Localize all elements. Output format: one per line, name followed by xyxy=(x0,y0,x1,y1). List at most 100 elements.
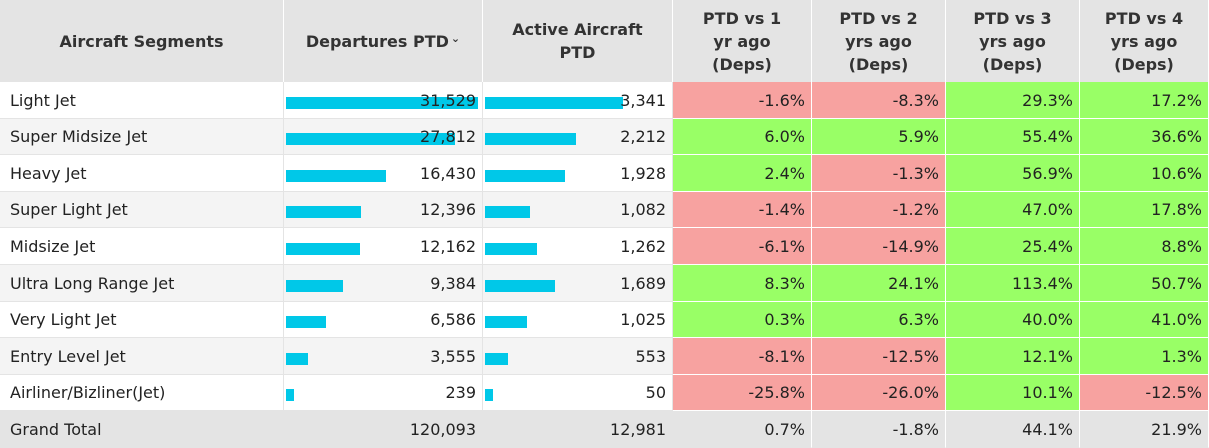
col-header-vs3[interactable]: PTD vs 3 yrs ago (Deps) xyxy=(946,0,1080,82)
col-header-vs2-line3: (Deps) xyxy=(848,54,909,74)
vs1-pct-cell[interactable]: -1.4% xyxy=(673,192,812,228)
col-header-departures[interactable]: Departures PTD ⌄ xyxy=(284,0,483,82)
table-row[interactable]: Airliner/Bizliner(Jet) 239 50 -25.8% -26.0% 1… xyxy=(0,375,1209,411)
active-aircraft-cell[interactable]: 3,341 xyxy=(483,82,673,119)
col-header-segments[interactable]: Aircraft Segments xyxy=(0,0,284,82)
col-header-vs4[interactable]: PTD vs 4 yrs ago (Deps) xyxy=(1080,0,1209,82)
vs4-pct-cell[interactable]: 17.8% xyxy=(1080,192,1209,228)
vs4-pct-cell[interactable]: 50.7% xyxy=(1080,265,1209,302)
vs1-pct-cell[interactable]: -8.1% xyxy=(673,338,812,375)
segment-cell[interactable]: Super Light Jet xyxy=(0,192,284,228)
vs2-pct-cell[interactable]: 5.9% xyxy=(812,119,946,155)
vs4-pct-cell[interactable]: 41.0% xyxy=(1080,302,1209,338)
vs1-pct-cell[interactable]: 6.0% xyxy=(673,119,812,155)
active-aircraft-cell[interactable]: 1,025 xyxy=(483,302,673,338)
active-aircraft-cell[interactable]: 1,262 xyxy=(483,228,673,265)
vs3-pct-cell[interactable]: 56.9% xyxy=(946,155,1080,192)
active-aircraft-cell[interactable]: 50 xyxy=(483,375,673,411)
vs1-pct-cell[interactable]: 8.3% xyxy=(673,265,812,302)
departures-cell[interactable]: 27,812 xyxy=(284,119,483,155)
table-row[interactable]: Ultra Long Range Jet 9,384 1,689 8.3% 24.1% 1… xyxy=(0,265,1209,302)
vs4-pct-cell[interactable]: -12.5% xyxy=(1080,375,1209,411)
vs2-pct-cell[interactable]: -26.0% xyxy=(812,375,946,411)
active-aircraft-value: 1,928 xyxy=(620,163,666,183)
active-aircraft-cell[interactable]: 1,082 xyxy=(483,192,673,228)
table-row[interactable]: Super Light Jet 12,396 1,082 -1.4% -1.2% 47.0… xyxy=(0,192,1209,228)
col-header-vs2[interactable]: PTD vs 2 yrs ago (Deps) xyxy=(812,0,946,82)
col-header-vs2-line2: yrs ago xyxy=(845,31,912,51)
col-header-vs1[interactable]: PTD vs 1 yr ago (Deps) xyxy=(673,0,812,82)
vs3-pct-cell[interactable]: 47.0% xyxy=(946,192,1080,228)
active-aircraft-cell[interactable]: 553 xyxy=(483,338,673,375)
departures-cell[interactable]: 9,384 xyxy=(284,265,483,302)
col-header-vs1-line3: (Deps) xyxy=(712,54,772,74)
vs1-pct-cell[interactable]: -25.8% xyxy=(673,375,812,411)
vs3-pct-cell[interactable]: 40.0% xyxy=(946,302,1080,338)
vs1-pct-cell[interactable]: 0.3% xyxy=(673,302,812,338)
departures-cell[interactable]: 3,555 xyxy=(284,338,483,375)
active-aircraft-bar xyxy=(485,133,576,145)
vs3-pct-cell[interactable]: 29.3% xyxy=(946,82,1080,119)
vs3-pct-cell[interactable]: 12.1% xyxy=(946,338,1080,375)
segment-label: Airliner/Bizliner(Jet) xyxy=(10,383,166,402)
table-row[interactable]: Heavy Jet 16,430 1,928 2.4% -1.3% 56.9% 10.6% xyxy=(0,155,1209,192)
active-aircraft-cell[interactable]: 1,928 xyxy=(483,155,673,192)
vs4-pct-cell[interactable]: 10.6% xyxy=(1080,155,1209,192)
departures-cell[interactable]: 6,586 xyxy=(284,302,483,338)
departures-cell[interactable]: 31,529 xyxy=(284,82,483,119)
vs2-pct-cell[interactable]: -1.3% xyxy=(812,155,946,192)
col-header-active-line2: PTD xyxy=(559,43,596,62)
vs2-pct-cell[interactable]: -12.5% xyxy=(812,338,946,375)
table-row[interactable]: Entry Level Jet 3,555 553 -8.1% -12.5% 12.1% 1… xyxy=(0,338,1209,375)
segment-cell[interactable]: Ultra Long Range Jet xyxy=(0,265,284,302)
vs2-pct-cell[interactable]: 6.3% xyxy=(812,302,946,338)
segment-cell[interactable]: Airliner/Bizliner(Jet) xyxy=(0,375,284,411)
vs2-pct-cell[interactable]: -1.2% xyxy=(812,192,946,228)
table-row[interactable]: Super Midsize Jet 27,812 2,212 6.0% 5.9% 55.4… xyxy=(0,119,1209,155)
departures-cell[interactable]: 12,396 xyxy=(284,192,483,228)
active-aircraft-cell[interactable]: 2,212 xyxy=(483,119,673,155)
vs2-pct-cell[interactable]: 24.1% xyxy=(812,265,946,302)
active-aircraft-cell[interactable]: 1,689 xyxy=(483,265,673,302)
vs3-pct-cell[interactable]: 55.4% xyxy=(946,119,1080,155)
vs4-pct-cell[interactable]: 17.2% xyxy=(1080,82,1209,119)
col-header-active[interactable]: Active Aircraft PTD xyxy=(483,0,673,82)
segment-cell[interactable]: Midsize Jet xyxy=(0,228,284,265)
segment-cell[interactable]: Heavy Jet xyxy=(0,155,284,192)
table-row[interactable]: Light Jet 31,529 3,341 -1.6% -8.3% 29.3% 17.2% xyxy=(0,82,1209,119)
segment-cell[interactable]: Entry Level Jet xyxy=(0,338,284,375)
table-row[interactable]: Midsize Jet 12,162 1,262 -6.1% -14.9% 25.4% 8.… xyxy=(0,228,1209,265)
vs1-pct-cell[interactable]: 2.4% xyxy=(673,155,812,192)
active-aircraft-bar xyxy=(485,280,555,292)
vs4-pct-cell[interactable]: 36.6% xyxy=(1080,119,1209,155)
grand-total-vs3: 44.1% xyxy=(946,411,1080,448)
vs2-pct-cell[interactable]: -14.9% xyxy=(812,228,946,265)
grand-total-vs4: 21.9% xyxy=(1080,411,1209,448)
vs2-pct-cell[interactable]: -8.3% xyxy=(812,82,946,119)
segment-cell[interactable]: Very Light Jet xyxy=(0,302,284,338)
active-aircraft-value: 553 xyxy=(635,346,666,366)
vs4-pct-cell[interactable]: 1.3% xyxy=(1080,338,1209,375)
grand-total-departures-cell: 120,093 xyxy=(284,411,483,448)
col-header-vs3-line3: (Deps) xyxy=(982,54,1043,74)
vs3-pct-cell[interactable]: 10.1% xyxy=(946,375,1080,411)
departures-cell[interactable]: 239 xyxy=(284,375,483,411)
grand-total-label-text: Grand Total xyxy=(10,419,102,439)
active-aircraft-value: 1,082 xyxy=(620,200,666,219)
active-aircraft-bar xyxy=(485,353,508,365)
departures-cell[interactable]: 12,162 xyxy=(284,228,483,265)
segment-cell[interactable]: Light Jet xyxy=(0,82,284,119)
segment-cell[interactable]: Super Midsize Jet xyxy=(0,119,284,155)
vs1-pct-cell[interactable]: -6.1% xyxy=(673,228,812,265)
vs3-pct-cell[interactable]: 25.4% xyxy=(946,228,1080,265)
active-aircraft-bar xyxy=(485,170,565,182)
vs1-pct-cell[interactable]: -1.6% xyxy=(673,82,812,119)
departures-bar xyxy=(286,97,478,109)
departures-cell[interactable]: 16,430 xyxy=(284,155,483,192)
table-row[interactable]: Very Light Jet 6,586 1,025 0.3% 6.3% 40.0% 41.… xyxy=(0,302,1209,338)
vs3-pct-cell[interactable]: 113.4% xyxy=(946,265,1080,302)
departures-bar xyxy=(286,170,386,182)
chevron-down-icon[interactable]: ⌄ xyxy=(450,31,461,45)
vs4-pct-cell[interactable]: 8.8% xyxy=(1080,228,1209,265)
